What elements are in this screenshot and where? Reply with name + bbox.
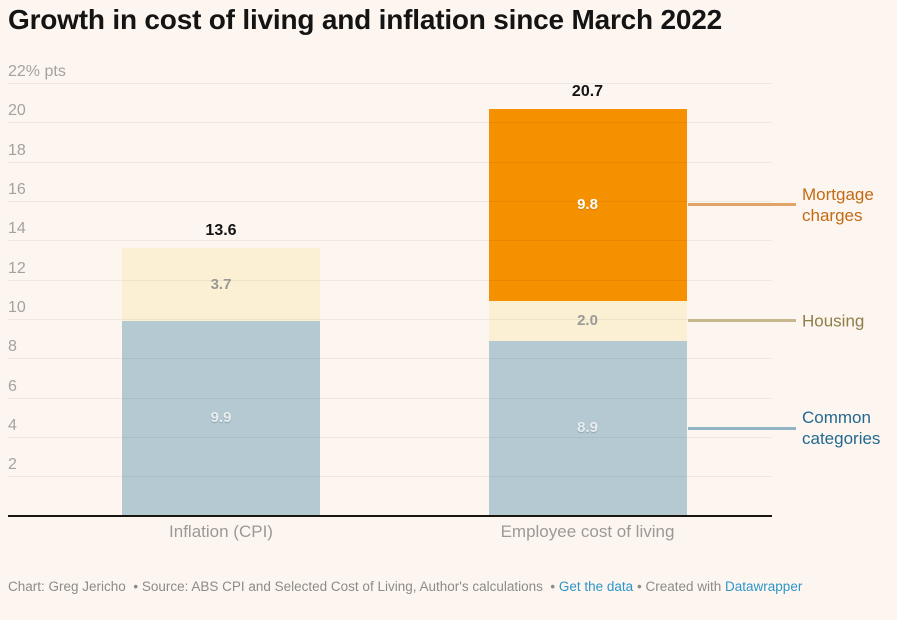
x-axis-category-label: Employee cost of living [500,522,675,541]
footer-credit: Chart: Greg Jericho [8,579,126,594]
segment-value-label: 8.9 [577,419,598,437]
y-gridline [8,279,772,281]
legend-connector-line-housing [687,319,796,323]
y-gridline [8,200,772,202]
y-axis-tick: 6 [8,377,17,395]
y-axis-tick: 10 [8,298,26,316]
legend-connector-line-common-categories [687,426,796,430]
segment-value-label: 9.9 [210,409,232,427]
legend-connector-line-mortgage-charges [687,203,796,207]
bar-segment-housing [122,248,320,321]
bar-segment-common-categories [488,340,687,516]
footer-source: Source: ABS CPI and Selected Cost of Liv… [141,579,543,594]
y-gridline [8,161,772,163]
x-axis-category-label: Inflation (CPI) [169,522,273,541]
bar-total-label: 13.6 [205,222,237,240]
y-axis-tick: 4 [8,416,17,434]
y-gridline [8,240,772,242]
segment-value-label: 2.0 [577,311,598,329]
x-axis-baseline [8,514,772,517]
footer-separator: • [550,579,556,594]
y-gridline [8,436,772,438]
y-axis-tick: 20 [8,102,26,120]
bar-total-label: 20.7 [571,82,604,100]
y-gridline [8,318,772,320]
y-axis-tick: 16 [8,180,26,198]
segment-value-label: 9.8 [577,195,598,213]
y-axis-tick: 14 [8,220,26,238]
chart-title: Growth in cost of living and inflation s… [8,4,723,35]
legend-label-mortgage-charges: Mortgage charges [802,184,874,225]
bar-segment-housing [488,301,687,341]
footer-separator: • [636,579,642,594]
y-axis-tick: 12 [8,259,26,277]
bar-segment-common-categories [122,320,320,516]
plot-area: 2 4 6 8 10 12 14 16 18 20 22% pts 9.9 3.7 13.6 Inflati… [8,0,880,620]
y-gridline [8,122,772,124]
footer-separator: • [133,579,139,594]
footer-created-with: Created with [645,579,722,594]
y-axis-tick: 18 [8,141,26,159]
y-gridline [8,83,772,84]
y-axis-tick: 22% pts [8,63,66,80]
segment-value-label: 3.7 [210,275,232,293]
footer: Chart: Greg Jericho • Source: ABS CPI an… [8,577,890,597]
y-gridline [8,358,772,360]
y-axis-tick: 2 [8,456,17,474]
get-the-data-link[interactable]: Get the data [558,579,634,594]
legend-label-common-categories: Common categories [802,408,881,449]
datawrapper-link[interactable]: Datawrapper [725,579,803,594]
y-gridline [8,397,772,399]
bar-segment-mortgage-charges [488,108,687,302]
y-axis-tick: 8 [8,338,17,356]
legend-label-housing: Housing [802,311,865,331]
y-gridline [8,476,772,478]
